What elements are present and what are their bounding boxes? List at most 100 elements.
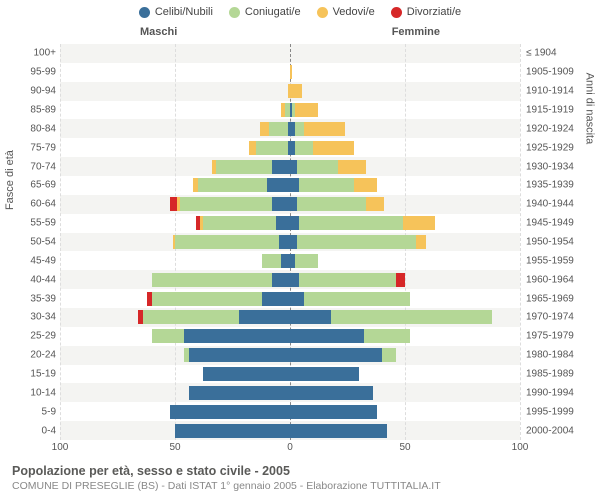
female-bar [290, 329, 410, 343]
bar-segment-married [152, 292, 262, 306]
header-female: Femmine [392, 26, 440, 38]
x-tick: 100 [512, 442, 529, 453]
gender-headers: Maschi Femmine [60, 26, 520, 38]
female-bar [290, 197, 384, 211]
male-bar [281, 103, 290, 117]
female-bar [290, 216, 435, 230]
bar-segment-single [184, 329, 290, 343]
male-bar [170, 405, 290, 419]
male-bar [196, 216, 290, 230]
age-tick: 0-4 [6, 425, 56, 436]
bar-segment-married [152, 273, 272, 287]
birth-tick: 1905-1909 [526, 67, 596, 78]
legend-item: Celibi/Nubili [139, 6, 213, 18]
bar-segment-married [297, 160, 338, 174]
bar-segment-married [203, 216, 277, 230]
age-tick: 70-74 [6, 161, 56, 172]
bar-segment-single [290, 273, 299, 287]
female-bar [290, 254, 318, 268]
bar-segment-single [290, 310, 331, 324]
birth-tick: 1970-1974 [526, 312, 596, 323]
birth-tick: 1915-1919 [526, 105, 596, 116]
age-tick: 50-54 [6, 237, 56, 248]
female-bar [290, 273, 405, 287]
bar-segment-widowed [313, 141, 354, 155]
bar-segment-married [180, 197, 272, 211]
pyramid-chart: Celibi/NubiliConiugati/eVedovi/eDivorzia… [0, 0, 600, 500]
bar-segment-single [170, 405, 290, 419]
bar-segment-married [295, 141, 313, 155]
birth-tick: 1940-1944 [526, 199, 596, 210]
female-bar [290, 122, 345, 136]
bar-segment-married [299, 273, 396, 287]
age-tick: 100+ [6, 48, 56, 59]
bar-segment-divorced [170, 197, 177, 211]
bar-segment-single [290, 329, 364, 343]
bar-segment-widowed [260, 122, 269, 136]
birth-tick: 1990-1994 [526, 387, 596, 398]
female-bar [290, 235, 426, 249]
birth-tick: 1950-1954 [526, 237, 596, 248]
legend-item: Vedovi/e [317, 6, 375, 18]
age-tick: 65-69 [6, 180, 56, 191]
female-bar [290, 424, 387, 438]
bar-segment-single [290, 424, 387, 438]
male-bar [249, 141, 290, 155]
male-bar [147, 292, 290, 306]
age-tick: 35-39 [6, 293, 56, 304]
chart-subtitle: COMUNE DI PRESEGLIE (BS) - Dati ISTAT 1°… [12, 480, 588, 492]
bar-segment-married [295, 254, 318, 268]
bar-segment-widowed [304, 122, 345, 136]
female-bar [290, 160, 366, 174]
bar-segment-single [267, 178, 290, 192]
bar-segment-single [203, 367, 290, 381]
bar-segment-single [272, 160, 290, 174]
bar-segment-married [262, 254, 280, 268]
age-tick: 45-49 [6, 255, 56, 266]
birth-tick: 2000-2004 [526, 425, 596, 436]
male-bar [262, 254, 290, 268]
male-bar [175, 424, 290, 438]
bar-segment-single [290, 197, 297, 211]
male-bar [212, 160, 290, 174]
bar-segment-married [299, 216, 403, 230]
legend-swatch [317, 7, 328, 18]
bar-segment-married [295, 122, 304, 136]
bar-segment-widowed [295, 103, 318, 117]
bar-segment-single [189, 386, 290, 400]
legend-label: Vedovi/e [333, 6, 375, 18]
male-bar [152, 273, 290, 287]
bar-segment-married [175, 235, 279, 249]
bar-segment-widowed [403, 216, 435, 230]
bar-segment-married [269, 122, 287, 136]
female-bar [290, 348, 396, 362]
legend-label: Coniugati/e [245, 6, 301, 18]
legend-swatch [139, 7, 150, 18]
bar-segment-single [262, 292, 290, 306]
birth-tick: 1930-1934 [526, 161, 596, 172]
male-bar [193, 178, 290, 192]
chart-footer: Popolazione per età, sesso e stato civil… [12, 464, 588, 492]
bar-segment-single [290, 178, 299, 192]
bar-segment-single [272, 197, 290, 211]
bar-segment-married [198, 178, 267, 192]
birth-tick: 1925-1929 [526, 142, 596, 153]
birth-tick: 1995-1999 [526, 406, 596, 417]
x-tick: 100 [52, 442, 69, 453]
birth-tick: 1985-1989 [526, 369, 596, 380]
bar-segment-widowed [290, 65, 292, 79]
bar-segment-married [297, 235, 417, 249]
legend-label: Celibi/Nubili [155, 6, 213, 18]
birth-tick: 1910-1914 [526, 86, 596, 97]
bar-segment-divorced [396, 273, 405, 287]
female-bar [290, 310, 492, 324]
male-bar [184, 348, 290, 362]
female-bar [290, 141, 354, 155]
bar-segment-single [290, 386, 373, 400]
bar-segment-married [304, 292, 410, 306]
bar-segment-widowed [290, 84, 302, 98]
age-tick: 85-89 [6, 105, 56, 116]
age-tick: 30-34 [6, 312, 56, 323]
age-tick: 80-84 [6, 123, 56, 134]
bar-segment-single [290, 235, 297, 249]
